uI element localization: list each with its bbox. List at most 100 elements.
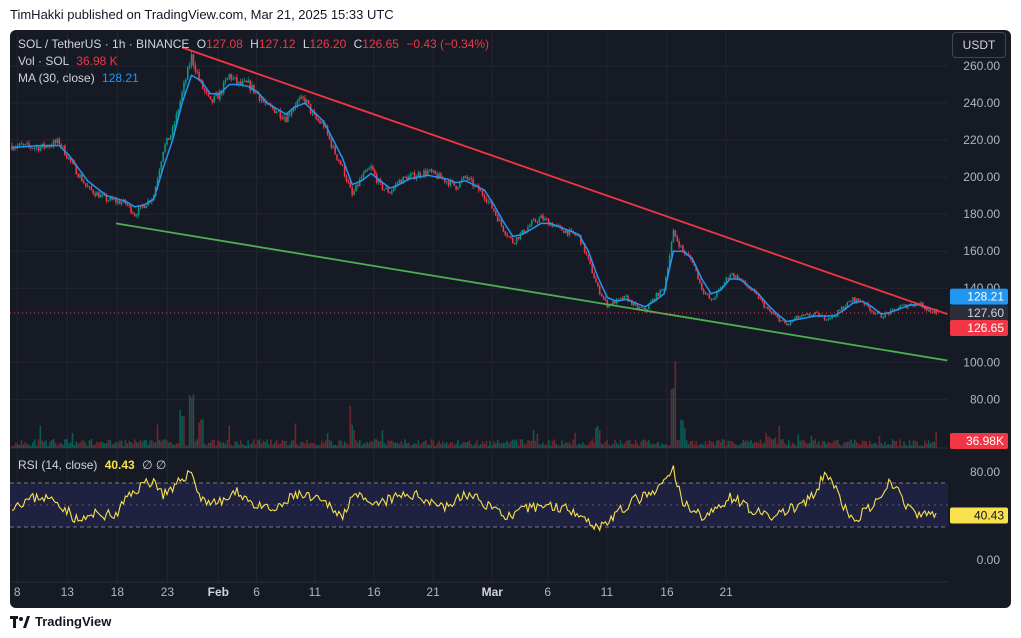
candle-body [648,304,650,310]
candle-body [803,314,805,316]
volume-bar [258,439,261,448]
volume-bar [124,439,127,448]
volume-bar [587,444,590,448]
volume-bar [202,419,204,448]
tradingview-logo[interactable]: TradingView [10,614,111,629]
volume-bar [383,442,386,448]
volume-bar [239,440,242,448]
candle-body [236,77,238,84]
x-tick-label: 6 [544,585,551,599]
candle-body [423,170,425,177]
candle-body [54,140,57,143]
candle-body [733,273,735,278]
chart-svg[interactable]: 260.00240.00220.00200.00180.00160.00140.… [10,30,1011,608]
volume-bar [377,441,380,448]
candle-body [623,295,626,300]
volume-bar [595,427,597,448]
candle-body [553,225,556,227]
volume-bar [52,439,55,448]
volume-bar [872,443,875,448]
candle-body [835,316,837,318]
candle-body [419,172,421,177]
chart-panel[interactable]: 260.00 240.00 220.00 200.00 180.00 160.00 140.… [10,30,1011,608]
candle-body [767,307,769,310]
volume-bar [511,439,514,448]
volume-bar [727,440,730,448]
volume-bar [740,443,743,448]
volume-bar [69,442,72,448]
candle-body [666,268,669,278]
currency-button[interactable]: USDT [952,32,1006,58]
volume-bar [298,445,301,448]
legend-ma-row: MA (30, close) 128.21 [18,70,489,87]
volume-bar [79,442,81,448]
candle-body [273,108,276,114]
candle-body [598,286,601,294]
candle-body [933,310,936,313]
volume-bar [706,444,709,448]
volume-bar [349,405,352,448]
volume-bar [716,440,718,448]
candle-body [385,187,387,190]
candle-body [854,297,856,303]
candle-body [66,155,68,159]
candle-body [929,310,932,312]
volume-bar [30,445,32,448]
candle-body [799,316,801,319]
candle-body [510,236,512,239]
volume-bar [591,439,593,448]
volume-bar [141,442,144,448]
volume-bar [460,443,463,448]
x-tick-label: 18 [111,585,125,599]
candle-body [79,174,81,178]
volume-bar [810,435,813,448]
candle-body [511,238,514,244]
volume-bar [11,445,13,448]
candle-body [498,219,501,222]
volume-bar [203,443,206,448]
candle-body [351,187,353,195]
candle-body [920,302,922,305]
volume-bar [632,444,635,448]
candle-body [317,118,319,121]
candle-body [589,258,592,264]
volume-bar [719,442,722,448]
candle-body [459,181,461,188]
volume-bar [73,444,76,448]
candle-body [780,320,782,322]
volume-bar [776,444,779,448]
candle-body [789,320,792,325]
volume-bar [920,445,922,448]
volume-bar [752,443,754,448]
volume-bar [394,442,397,448]
candle-body [460,179,463,182]
volume-bar [657,441,660,448]
candle-body [534,219,537,222]
candle-body [283,117,285,119]
candle-body [644,307,646,312]
x-tick-label: 11 [601,585,614,599]
volume-bar [37,439,40,448]
candle-body [595,278,597,283]
candle-body [814,312,816,315]
volume-bar [281,439,284,448]
volume-bar [895,440,898,448]
volume-bar [842,443,845,448]
candle-body [678,240,680,247]
candle-body [81,174,83,182]
volume-bar [914,440,917,448]
volume-bar [430,439,433,448]
candle-body [336,154,338,160]
candle-body [581,243,584,245]
y-tick-label: 180.00 [963,207,1000,221]
legend-ma-label: MA (30, close) [18,71,95,85]
volume-bar [43,441,45,448]
volume-bar [481,441,484,448]
volume-bar [532,430,535,448]
volume-bar [804,442,807,448]
volume-bar [854,439,856,448]
volume-bar [266,439,268,448]
legend-vol-label: Vol · SOL [18,54,69,68]
candle-body [18,143,21,146]
candle-body [86,185,89,188]
